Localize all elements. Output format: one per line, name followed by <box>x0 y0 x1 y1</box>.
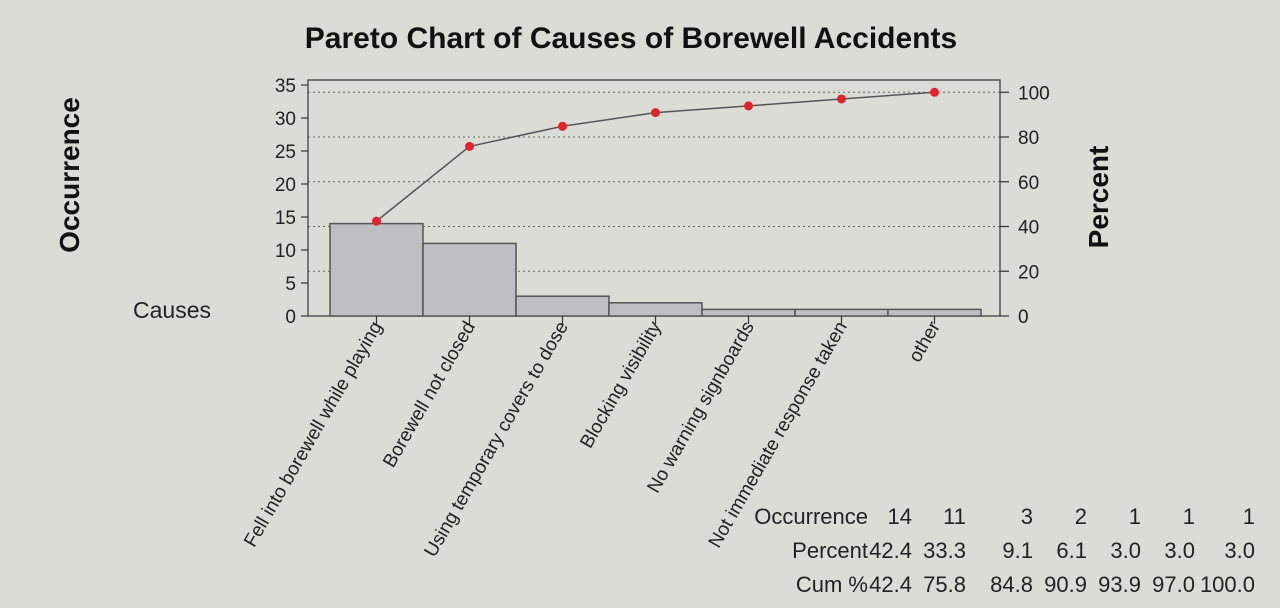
y-tick-label: 20 <box>275 175 296 196</box>
y-tick-label: 10 <box>275 241 296 262</box>
y2-tick-label: 0 <box>1018 307 1029 328</box>
table-cell: 3 <box>1021 504 1033 529</box>
bar <box>887 308 982 317</box>
cumulative-point <box>651 108 660 118</box>
cumulative-point <box>744 101 753 111</box>
table-cell: 42.4 <box>869 572 912 597</box>
table-cell: 75.8 <box>923 572 966 597</box>
table-cell: 14 <box>888 504 912 529</box>
bar <box>422 242 517 317</box>
table-cell: 93.9 <box>1098 572 1141 597</box>
y2-tick-label: 60 <box>1018 173 1039 194</box>
table-cell: 3.0 <box>1110 538 1141 563</box>
table-cell: 97.0 <box>1152 572 1195 597</box>
table-cell: 1 <box>1183 504 1195 529</box>
y2-tick-label: 80 <box>1018 128 1039 149</box>
cumulative-point <box>372 216 381 226</box>
y2-tick-label: 20 <box>1018 262 1039 283</box>
table-row-label: Occurrence <box>754 504 868 529</box>
table-cell: 42.4 <box>869 538 912 563</box>
table-cell: 84.8 <box>990 572 1033 597</box>
x-tick-label: Blocking visibility <box>576 318 666 452</box>
bar <box>794 308 889 317</box>
bar <box>515 295 610 317</box>
chart-title: Pareto Chart of Causes of Borewell Accid… <box>305 22 957 55</box>
y-axis-title-left: Occurrence <box>54 97 85 253</box>
y-tick-label: 35 <box>275 76 296 97</box>
table-cell: 3.0 <box>1224 538 1255 563</box>
y-tick-label: 30 <box>275 109 296 130</box>
table-cell: 1 <box>1243 504 1255 529</box>
table-row-label: Percent <box>792 538 868 563</box>
table-row-label: Cum % <box>796 572 868 597</box>
y-axis-title-right: Percent <box>1083 146 1114 249</box>
y2-tick-label: 40 <box>1018 218 1039 239</box>
table-cell: 11 <box>943 504 966 529</box>
table-cell: 100.0 <box>1200 572 1255 597</box>
bar <box>701 308 796 317</box>
table-cell: 2 <box>1075 504 1087 529</box>
table-cell: 9.1 <box>1002 538 1033 563</box>
bar <box>329 222 424 317</box>
y-tick-label: 15 <box>275 208 296 229</box>
y-tick-label: 5 <box>285 274 296 295</box>
table-cell: 3.0 <box>1164 538 1195 563</box>
cumulative-point <box>558 121 567 131</box>
x-axis-title: Causes <box>133 297 211 323</box>
bar <box>608 302 703 317</box>
x-tick-label: Fell into borewell while playing <box>240 318 387 551</box>
table-cell: 6.1 <box>1056 538 1087 563</box>
table-cell: 90.9 <box>1044 572 1087 597</box>
x-tick-label: No warning signboards <box>643 318 758 497</box>
cumulative-point <box>837 94 846 104</box>
x-tick-label: other <box>905 317 945 366</box>
y-tick-label: 25 <box>275 142 296 163</box>
cumulative-point <box>930 87 939 97</box>
table-cell: 1 <box>1129 504 1141 529</box>
x-tick-label: Borewell not closed <box>379 318 480 471</box>
cumulative-point <box>465 141 474 151</box>
y2-tick-label: 100 <box>1018 83 1050 104</box>
table-cell: 33.3 <box>923 538 966 563</box>
y-tick-label: 0 <box>285 307 296 328</box>
